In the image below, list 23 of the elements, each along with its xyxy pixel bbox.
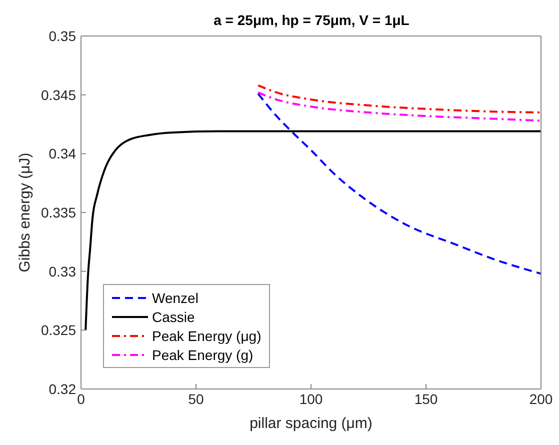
line-series: [84, 130, 541, 332]
chart-title: a = 25μm, hp = 75μm, V = 1μL: [212, 12, 410, 28]
x-tick-label: 0: [77, 390, 86, 407]
y-tick-label: 0.32: [48, 380, 76, 397]
line-series: [257, 91, 541, 122]
x-axis-title: pillar spacing (μm): [250, 415, 372, 432]
y-tick-label: 0.325: [40, 322, 76, 338]
y-tick-label: 0.35: [48, 28, 76, 44]
y-tick-label: 0.345: [40, 86, 76, 103]
x-tick-label: 200: [529, 390, 553, 407]
y-axis-title: Gibbs energy (μJ): [16, 152, 34, 272]
y-tick-label: 0.335: [40, 204, 76, 220]
legend-label: Cassie: [152, 308, 195, 324]
y-tick-label: 0.33: [48, 263, 76, 280]
line-series: [257, 92, 541, 275]
legend-label: Peak Energy (g): [152, 346, 254, 362]
line-series: [257, 84, 541, 114]
x-tick-label: 100: [299, 390, 323, 407]
legend-label: Peak Energy (μg): [152, 328, 262, 344]
x-tick-label: 150: [414, 390, 438, 407]
x-tick-label: 50: [188, 390, 204, 407]
y-tick-label: 0.34: [48, 146, 76, 162]
legend-label: Wenzel: [152, 290, 198, 306]
